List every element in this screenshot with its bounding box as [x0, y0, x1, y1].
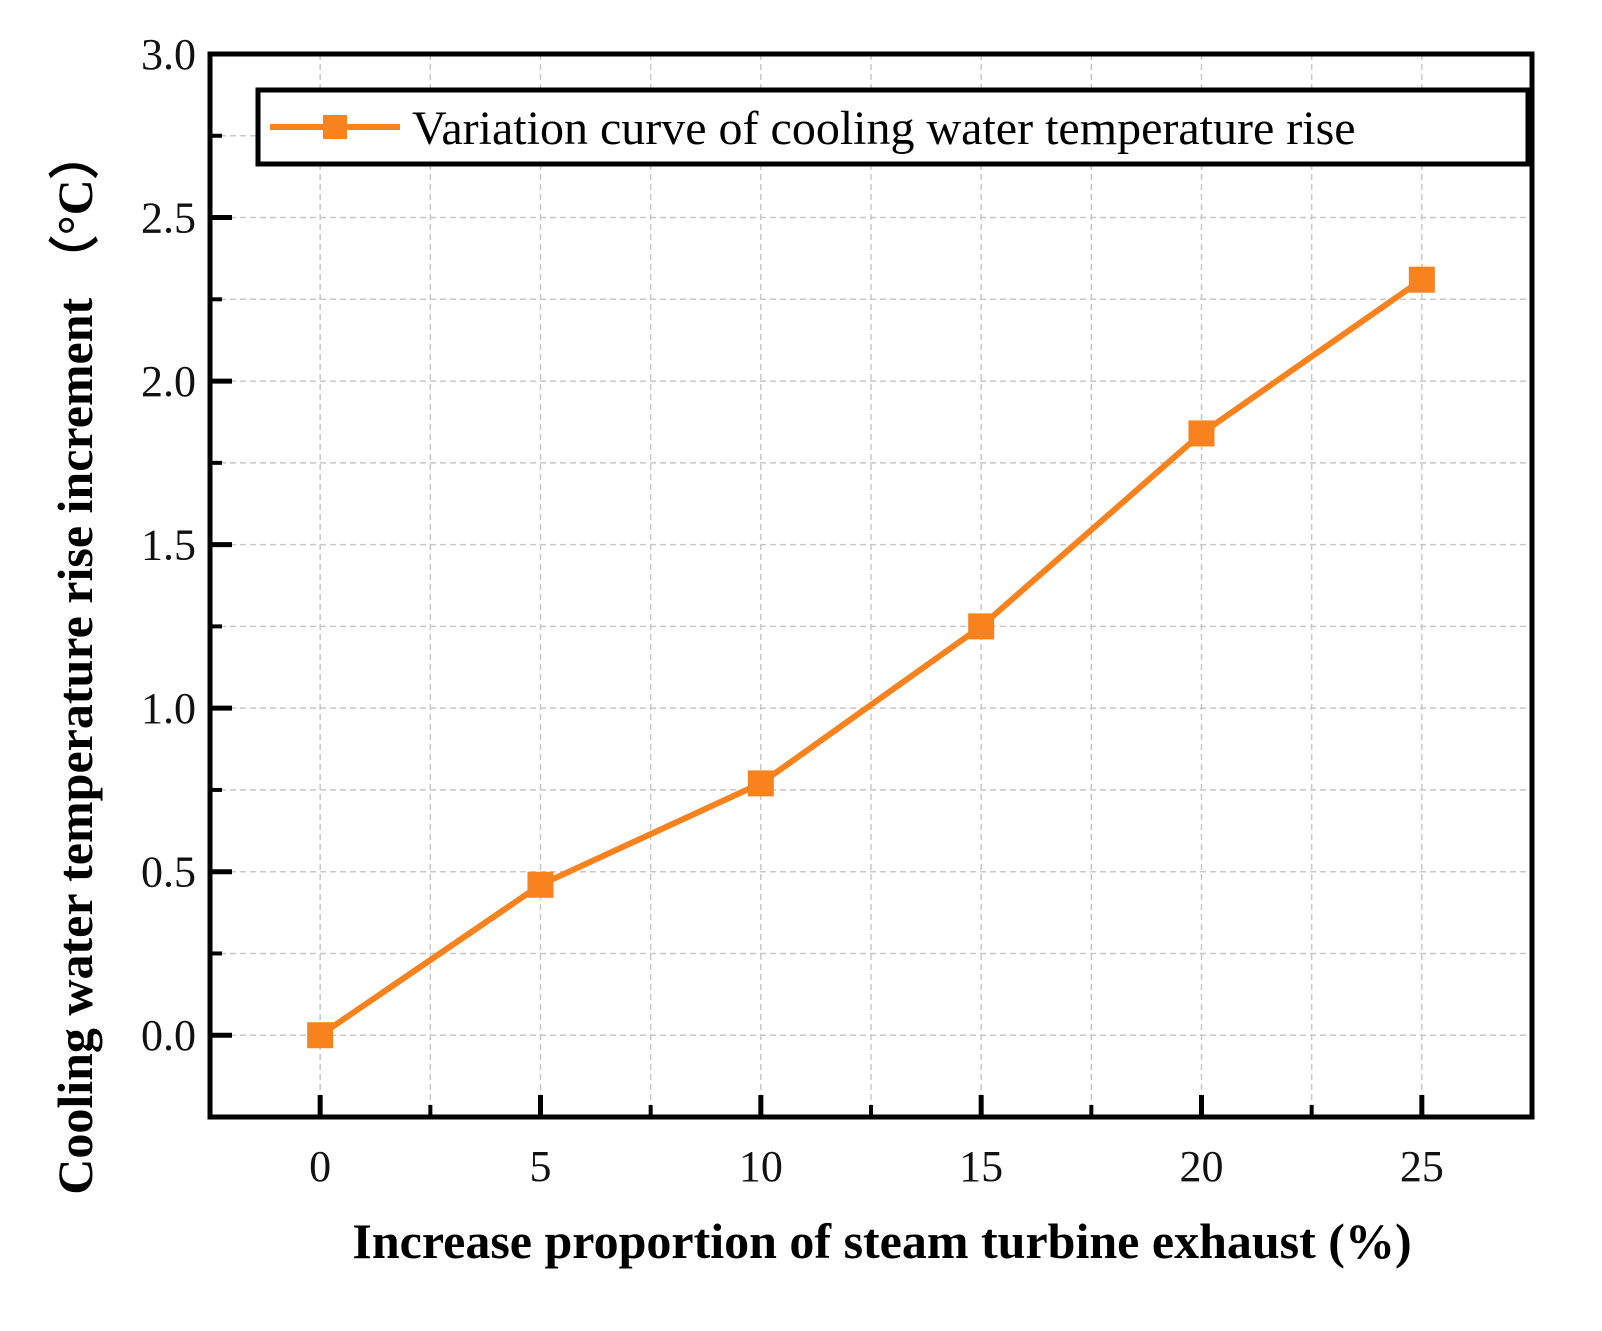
y-tick-label: 2.0	[141, 357, 196, 406]
series-line	[318, 277, 1424, 1038]
legend-marker-square	[323, 115, 347, 139]
data-point-marker	[1188, 420, 1215, 447]
x-tick-label: 15	[959, 1142, 1003, 1191]
y-tick-label: 2.5	[141, 194, 196, 243]
legend-box	[255, 87, 1531, 167]
series-layer	[307, 266, 1435, 1049]
y-tick-label: 1.0	[141, 684, 196, 733]
data-point-marker	[1408, 266, 1435, 293]
y-tick-label: 0.5	[141, 848, 196, 897]
legend-label: Variation curve of cooling water tempera…	[412, 102, 1356, 155]
y-tick-label: 1.5	[141, 521, 196, 570]
major-ticks	[210, 51, 1425, 1117]
x-tick-label: 20	[1180, 1142, 1224, 1191]
y-tick-labels: 0.0 0.5 1.0 1.5 2.0 2.5 3.0	[141, 30, 196, 1060]
x-axis-title: Increase proportion of steam turbine exh…	[352, 1213, 1411, 1269]
data-point-marker	[307, 1022, 334, 1049]
plot-frame	[207, 51, 1535, 1120]
y-tick-label: 3.0	[141, 30, 196, 79]
y-tick-label: 0.0	[141, 1011, 196, 1060]
y-axis-title: Cooling water temperature rise increment…	[47, 129, 103, 1195]
x-tick-label: 0	[309, 1142, 331, 1191]
data-point-marker	[968, 613, 995, 640]
x-tick-labels: 0 5 10 15 20 25	[309, 1142, 1444, 1191]
x-tick-label: 5	[530, 1142, 552, 1191]
x-tick-label: 25	[1400, 1142, 1444, 1191]
grid-lines	[210, 54, 1532, 1117]
data-point-marker	[527, 871, 554, 898]
data-point-marker	[747, 770, 774, 797]
x-tick-label: 10	[739, 1142, 783, 1191]
legend: Variation curve of cooling water tempera…	[255, 87, 1531, 167]
